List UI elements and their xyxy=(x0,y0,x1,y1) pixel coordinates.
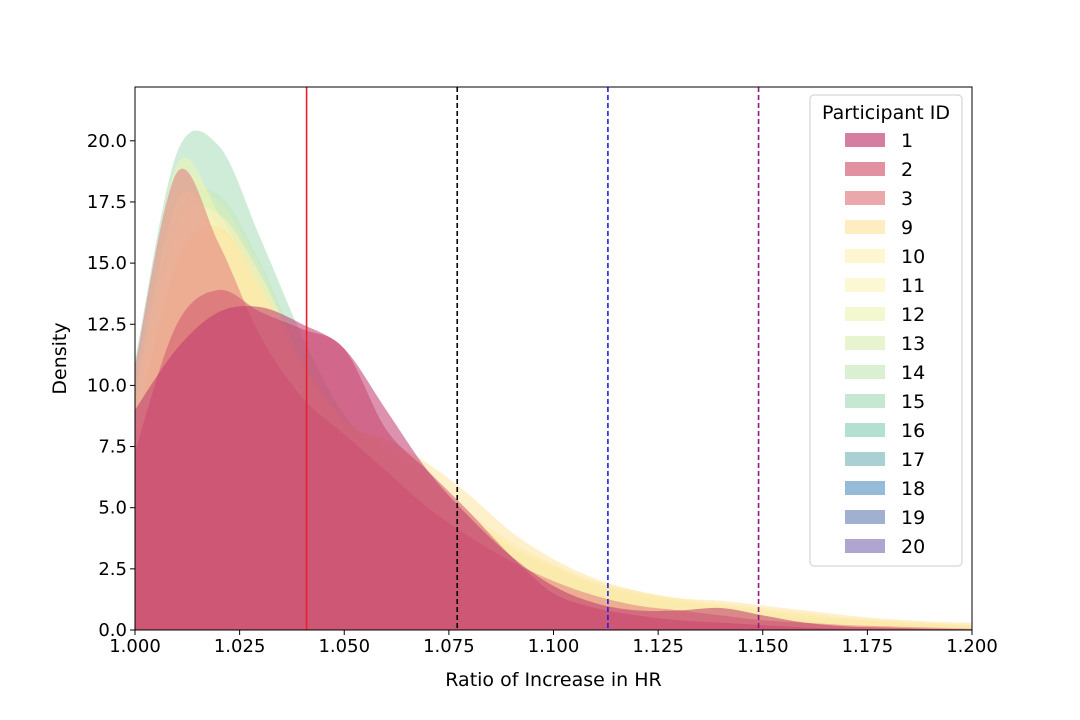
legend-swatch-15 xyxy=(845,394,885,408)
y-tick-label: 12.5 xyxy=(87,314,127,335)
legend-label-16: 16 xyxy=(901,420,925,442)
x-tick-label: 1.100 xyxy=(528,636,580,657)
threshold-lines xyxy=(305,87,760,630)
y-tick-label: 2.5 xyxy=(98,559,127,580)
y-axis-ticks: 0.0 2.5 5.0 7.5 10.0 12.5 15.0 17.5 20.0 xyxy=(87,131,135,641)
legend-label-13: 13 xyxy=(901,333,925,355)
y-tick-label: 0.0 xyxy=(98,620,127,641)
legend-swatch-14 xyxy=(845,365,885,379)
legend-swatch-3 xyxy=(845,191,885,205)
legend-label-14: 14 xyxy=(901,362,925,384)
y-axis-label: Density xyxy=(49,322,71,394)
x-tick-label: 1.000 xyxy=(109,636,161,657)
x-tick-label: 1.025 xyxy=(214,636,266,657)
y-tick-label: 7.5 xyxy=(98,437,127,458)
x-tick-label: 1.050 xyxy=(318,636,370,657)
legend-title: Participant ID xyxy=(822,102,950,124)
legend-swatch-13 xyxy=(845,336,885,350)
legend-swatch-16 xyxy=(845,423,885,437)
legend-label-12: 12 xyxy=(901,304,925,326)
legend-label-10: 10 xyxy=(901,246,925,268)
y-tick-label: 20.0 xyxy=(87,131,127,152)
legend-label-19: 19 xyxy=(901,507,925,529)
y-tick-label: 10.0 xyxy=(87,375,127,396)
legend-swatch-2 xyxy=(845,162,885,176)
legend-swatch-20 xyxy=(845,539,885,553)
x-axis-ticks: 1.000 1.025 1.050 1.075 1.100 1.125 1.150 1.175… xyxy=(109,630,998,657)
y-tick-label: 5.0 xyxy=(98,498,127,519)
legend-label-9: 9 xyxy=(901,217,913,239)
x-tick-label: 1.150 xyxy=(737,636,789,657)
density-area-1 xyxy=(135,305,972,630)
legend-swatch-11 xyxy=(845,278,885,292)
x-tick-label: 1.200 xyxy=(946,636,998,657)
legend-label-17: 17 xyxy=(901,449,925,471)
density-areas xyxy=(135,130,972,631)
legend: Participant ID 1239101112131415161718192… xyxy=(809,94,963,567)
legend-swatch-10 xyxy=(845,249,885,263)
x-tick-label: 1.125 xyxy=(632,636,684,657)
legend-box xyxy=(809,94,963,567)
legend-swatch-18 xyxy=(845,481,885,495)
legend-swatch-17 xyxy=(845,452,885,466)
legend-label-18: 18 xyxy=(901,478,925,500)
legend-label-3: 3 xyxy=(901,188,913,210)
legend-label-15: 15 xyxy=(901,391,925,413)
legend-label-20: 20 xyxy=(901,536,925,558)
legend-label-2: 2 xyxy=(901,159,913,181)
legend-swatch-9 xyxy=(845,220,885,234)
legend-swatch-19 xyxy=(845,510,885,524)
legend-swatch-1 xyxy=(845,133,885,147)
legend-label-1: 1 xyxy=(901,130,913,152)
legend-swatch-12 xyxy=(845,307,885,321)
x-axis-label: Ratio of Increase in HR xyxy=(445,669,661,691)
y-tick-label: 17.5 xyxy=(87,192,127,213)
legend-label-11: 11 xyxy=(901,275,925,297)
y-tick-label: 15.0 xyxy=(87,253,127,274)
x-tick-label: 1.075 xyxy=(423,636,475,657)
x-tick-label: 1.175 xyxy=(842,636,894,657)
